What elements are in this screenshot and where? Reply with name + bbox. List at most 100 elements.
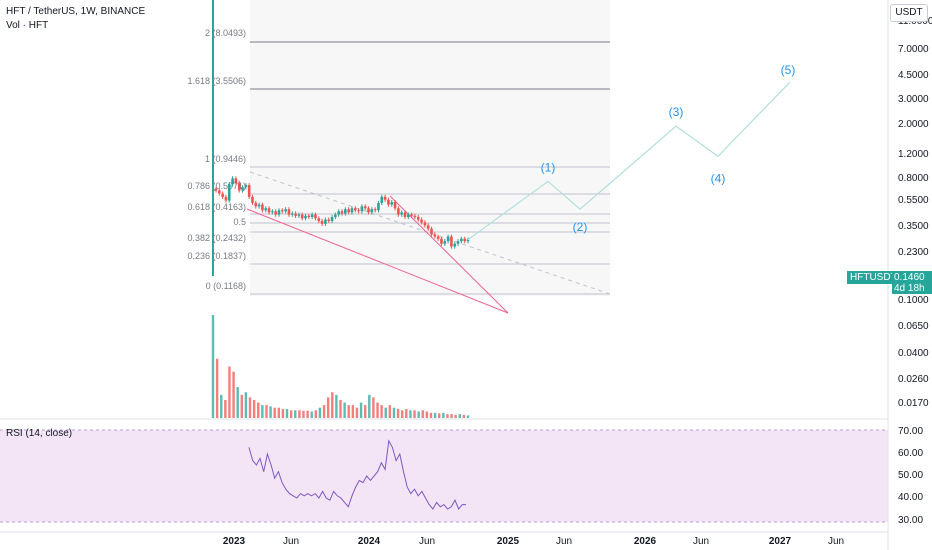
volume-bar (380, 405, 383, 418)
candle-body (317, 218, 321, 221)
volume-bar (335, 394, 338, 418)
time-axis[interactable]: 2023 Jun 2024 Jun 2025 Jun 2026 Jun 2027… (223, 536, 844, 547)
candle-body (324, 219, 327, 224)
price-tick: 0.3500 (898, 221, 929, 232)
candle-body (304, 215, 307, 219)
price-axis[interactable]: 11.0000 7.0000 4.5000 3.0000 2.0000 1.20… (898, 16, 932, 409)
candle-body (463, 238, 466, 242)
rsi-tick: 30.00 (898, 515, 923, 526)
candle-body (264, 208, 268, 211)
volume-bar (462, 414, 466, 418)
candle-body (423, 222, 427, 226)
candle-body (397, 208, 400, 215)
candle-body (284, 209, 287, 212)
fib-label: 1 (0.9446) (205, 154, 246, 164)
candle-body (383, 196, 387, 200)
volume-bar (285, 408, 289, 418)
candle-body (234, 178, 238, 183)
wave-label: (3) (669, 105, 684, 119)
wedge-lower-line (246, 208, 509, 314)
price-tick: 0.0260 (898, 374, 929, 385)
fib-label: 0.382 (0.2432) (187, 233, 246, 243)
volume-bar (351, 405, 355, 418)
volume-bar (388, 405, 392, 418)
wave-label: (5) (781, 63, 796, 77)
volume-bar (314, 410, 318, 418)
candle-body (247, 185, 251, 197)
fib-retracement[interactable]: 2 (8.0493) 1.618 (3.5506) 1 (0.9446) 0.7… (187, 28, 610, 295)
volume-bar (454, 414, 457, 418)
volume-bar (425, 411, 429, 418)
candle-body (430, 228, 433, 235)
volume-bar (215, 358, 219, 418)
time-tick: Jun (556, 536, 572, 547)
price-tick: 0.8000 (898, 173, 929, 184)
candle-body (410, 214, 413, 216)
volume-bar (289, 410, 293, 418)
currency-button[interactable]: USDT (890, 4, 928, 22)
volume-bar (302, 410, 305, 418)
volume-bar (446, 414, 449, 418)
time-tick: Jun (828, 536, 844, 547)
price-tick: 1.2000 (898, 149, 929, 160)
volume-bar (400, 410, 404, 418)
volume-bar (438, 413, 441, 418)
volume-bar (240, 394, 243, 418)
volume-bar (343, 402, 346, 418)
candle-body (300, 214, 304, 219)
candle-body (436, 236, 440, 239)
volume-bar (269, 406, 272, 418)
volume-label[interactable]: Vol · HFT (6, 20, 49, 31)
candle-body (407, 214, 410, 218)
candle-body (281, 210, 284, 212)
volume-bar (220, 394, 223, 418)
volume-bar (257, 402, 260, 418)
wave-projection-line (467, 81, 791, 241)
rsi-line (248, 439, 466, 510)
price-tick: 3.0000 (898, 94, 929, 105)
candle-body (297, 214, 301, 216)
volume-bar (277, 407, 281, 418)
candle-body (221, 193, 224, 197)
volume-bar (405, 408, 408, 418)
candle-body (360, 206, 364, 212)
candle-body (310, 214, 314, 218)
volume-bar (294, 410, 297, 418)
fib-label: 0.618 (0.4163) (187, 202, 246, 212)
time-tick: Jun (419, 536, 435, 547)
elliott-wave-projection[interactable]: (1) (2) (3) (4) (5) (467, 63, 796, 241)
volume-bar (409, 410, 412, 418)
candle-body (390, 202, 394, 205)
candle-body (237, 182, 241, 191)
volume-bar (413, 410, 416, 418)
candle-body (393, 202, 397, 209)
fib-label: 0.786 (0.5971) (187, 181, 246, 191)
price-tick: 0.0650 (898, 321, 929, 332)
rsi-label[interactable]: RSI (14, close) (6, 428, 72, 439)
candle-body (466, 239, 470, 242)
wave-label: (1) (541, 160, 556, 174)
candle-body (344, 209, 347, 214)
candle-body (377, 202, 380, 211)
price-tick: 4.5000 (898, 70, 929, 81)
volume-bar (252, 399, 256, 418)
candle-body (403, 212, 407, 218)
fib-label: 0.236 (0.1837) (187, 251, 246, 261)
fib-label: 2 (8.0493) (205, 28, 246, 38)
price-tick: 0.0400 (898, 348, 929, 359)
volume-bar (442, 412, 445, 418)
volume-bar (450, 414, 453, 418)
price-tick: 2.0000 (898, 119, 929, 130)
volume-bar (392, 407, 396, 418)
volume-bar (331, 392, 334, 418)
candle-body (267, 208, 271, 213)
candle-body (294, 213, 297, 216)
volume-bar (376, 402, 379, 418)
candle-body (277, 210, 281, 215)
volume-bar (466, 415, 470, 418)
volume-bar (458, 414, 461, 418)
candle-body (254, 202, 258, 207)
chart-title[interactable]: HFT / TetherUS, 1W, BINANCE (6, 6, 146, 17)
candle-body (314, 214, 317, 219)
candle-body (227, 184, 231, 201)
